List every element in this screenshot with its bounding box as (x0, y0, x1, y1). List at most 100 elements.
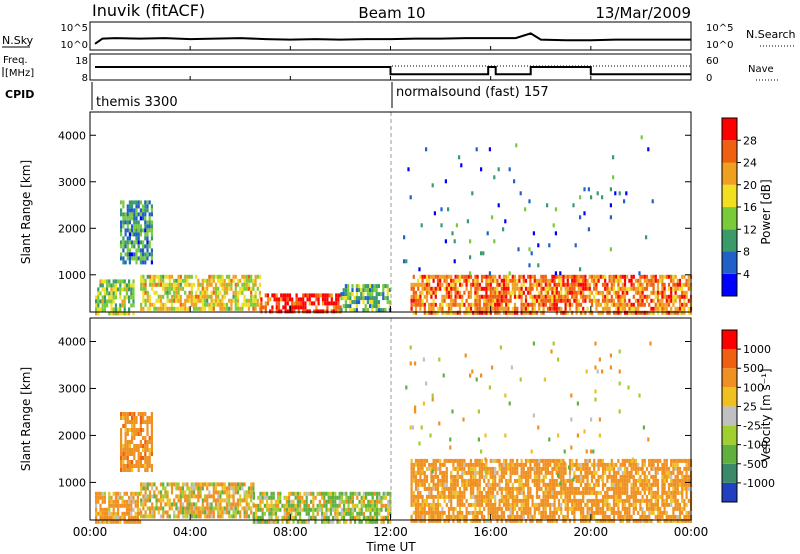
heatmap-cell (546, 514, 550, 519)
range-tick-label: 2000 (58, 429, 86, 442)
heatmap-cell (443, 510, 446, 515)
heatmap-cell (491, 474, 495, 479)
heatmap-cell (95, 503, 98, 508)
heatmap-cell (623, 290, 627, 295)
heatmap-cell (637, 286, 640, 291)
heatmap-cell (173, 278, 176, 283)
heatmap-cell (576, 401, 579, 406)
heatmap-cell (454, 290, 457, 295)
heatmap-cell (217, 302, 220, 307)
heatmap-cell (225, 274, 229, 279)
heatmap-cell (170, 294, 174, 299)
heatmap-cell (546, 203, 549, 208)
heatmap-cell (555, 310, 558, 315)
heatmap-cell (661, 486, 664, 491)
heatmap-cell (247, 490, 251, 495)
heatmap-cell (461, 282, 464, 287)
heatmap-cell (270, 499, 273, 504)
heatmap-cell (150, 212, 153, 217)
heatmap-cell (375, 308, 378, 313)
heatmap-cell (148, 452, 151, 456)
heatmap-cell (137, 432, 140, 436)
heatmap-cell (282, 293, 285, 298)
heatmap-cell (221, 306, 224, 311)
heatmap-cell (650, 306, 653, 311)
heatmap-cell (112, 507, 115, 512)
heatmap-cell (553, 462, 556, 467)
heatmap-cell (441, 510, 444, 515)
heatmap-cell (112, 287, 115, 292)
heatmap-cell (560, 286, 563, 291)
heatmap-cell (454, 474, 457, 479)
heatmap-cell (665, 274, 668, 279)
heatmap-cell (148, 200, 151, 205)
heatmap-cell (425, 381, 428, 386)
heatmap-cell (366, 288, 369, 293)
heatmap-cell (177, 278, 180, 283)
heatmap-cell (588, 482, 591, 487)
heatmap-cell (685, 458, 688, 463)
heatmap-cell (502, 514, 506, 519)
heatmap-cell (557, 506, 561, 511)
heatmap-cell (641, 478, 644, 483)
heatmap-cell (579, 302, 583, 307)
heatmap-cell (425, 466, 429, 471)
heatmap-cell (254, 294, 257, 299)
heatmap-cell (593, 282, 596, 287)
heatmap-cell (369, 511, 372, 516)
heatmap-cell (454, 486, 457, 491)
heatmap-cell (436, 282, 440, 287)
heatmap-cell (529, 462, 532, 467)
heatmap-cell (302, 293, 305, 298)
heatmap-cell (505, 482, 508, 487)
heatmap-cell (621, 502, 624, 507)
heatmap-cell (527, 482, 530, 487)
heatmap-cell (483, 514, 486, 519)
heatmap-cell (535, 486, 539, 491)
heatmap-cell (155, 486, 158, 491)
heatmap-cell (336, 515, 339, 520)
heatmap-cell (674, 290, 677, 295)
heatmap-cell (604, 286, 607, 291)
heatmap-cell (557, 462, 561, 467)
heatmap-cell (522, 290, 525, 295)
heatmap-cell (175, 482, 178, 487)
heatmap-cell (126, 428, 129, 432)
sky-right-tick-top: 10^5 (706, 23, 733, 34)
heatmap-cell (683, 506, 686, 511)
heatmap-cell (428, 494, 431, 499)
heatmap-cell (639, 474, 642, 479)
heatmap-cell (371, 288, 374, 293)
heatmap-cell (454, 298, 457, 303)
heatmap-cell (153, 510, 156, 515)
heatmap-cell (597, 506, 600, 511)
heatmap-cell (452, 278, 455, 283)
heatmap-cell (422, 401, 425, 406)
heatmap-cell (584, 462, 587, 467)
heatmap-cell (364, 284, 367, 289)
heatmap-cell (584, 518, 587, 523)
heatmap-cell (615, 462, 618, 467)
heatmap-cell (206, 282, 209, 287)
heatmap-cell (496, 286, 499, 291)
heatmap-cell (441, 274, 444, 279)
heatmap-cell (117, 279, 120, 284)
heatmap-cell (564, 490, 567, 495)
heatmap-cell (263, 495, 266, 500)
heatmap-cell (114, 279, 117, 284)
heatmap-cell (463, 482, 466, 487)
heatmap-cell (626, 518, 629, 523)
heatmap-cell (423, 518, 426, 523)
heatmap-cell (151, 486, 154, 491)
heatmap-cell (321, 309, 325, 314)
heatmap-cell (513, 514, 517, 519)
heatmap-cell (236, 278, 240, 283)
heatmap-cell (659, 278, 662, 283)
heatmap-cell (474, 514, 477, 519)
heatmap-cell (568, 474, 572, 479)
heatmap-cell (549, 486, 552, 491)
heatmap-cell (434, 290, 437, 295)
heatmap-cell (511, 290, 514, 295)
heatmap-cell (274, 511, 277, 516)
heatmap-cell (139, 252, 142, 257)
